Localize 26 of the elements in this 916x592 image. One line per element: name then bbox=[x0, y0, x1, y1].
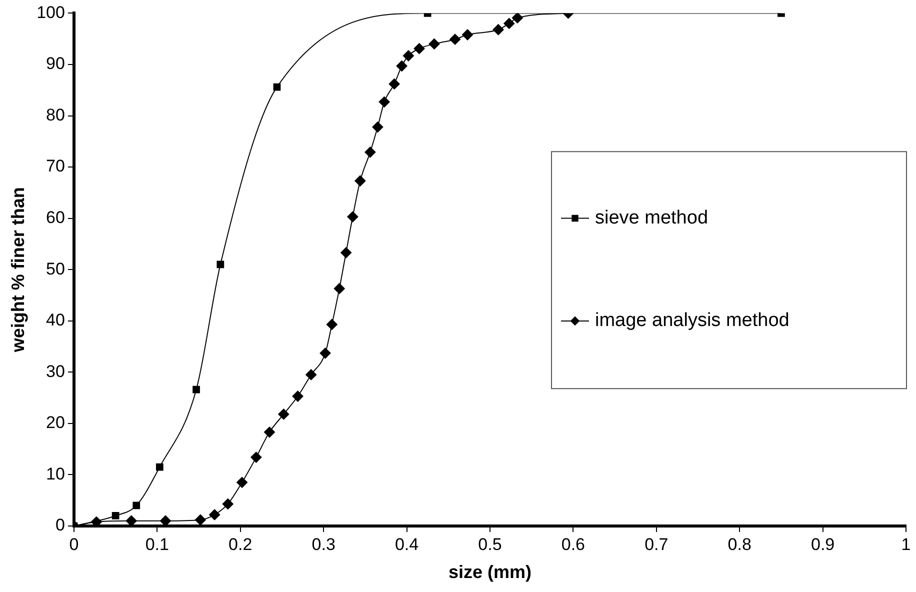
x-tick-label: 0.2 bbox=[228, 534, 252, 554]
x-tick-label: 0.1 bbox=[145, 534, 169, 554]
y-tick-label: 20 bbox=[46, 413, 65, 432]
legend-label: sieve method bbox=[595, 207, 708, 228]
y-tick-label: 0 bbox=[55, 516, 65, 535]
y-axis-title: weight % finer than bbox=[8, 187, 28, 354]
y-tick-label: 40 bbox=[46, 310, 65, 330]
y-tick-label: 30 bbox=[46, 362, 65, 381]
legend-label: image analysis method bbox=[595, 310, 790, 332]
y-tick-label: 100 bbox=[36, 2, 65, 22]
y-tick-label: 90 bbox=[46, 54, 65, 74]
x-tick-label: 0.6 bbox=[561, 534, 586, 554]
x-axis-title: size (mm) bbox=[448, 562, 532, 582]
x-tick-label: 0.4 bbox=[394, 534, 419, 554]
y-tick-label: 70 bbox=[46, 156, 65, 176]
y-tick-label: 50 bbox=[46, 259, 65, 278]
x-tick-label: 0.8 bbox=[728, 534, 752, 554]
y-tick-label: 80 bbox=[46, 105, 65, 124]
x-tick-label: 0.7 bbox=[644, 534, 668, 554]
x-tick-label: 0.3 bbox=[312, 534, 336, 554]
x-tick-label: 0.5 bbox=[478, 534, 502, 554]
y-tick-label: 60 bbox=[46, 208, 65, 228]
x-tick-label: 0 bbox=[69, 534, 79, 554]
x-tick-label: 0.9 bbox=[810, 534, 835, 554]
y-tick-label: 10 bbox=[46, 464, 65, 484]
x-tick-label: 1 bbox=[901, 534, 911, 554]
